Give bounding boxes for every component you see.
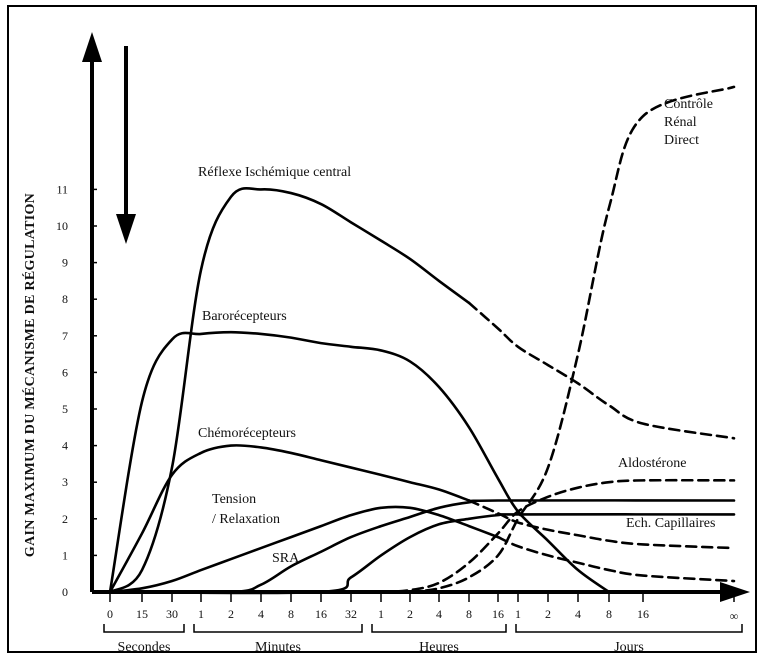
series-5-label: Ech. Capillaires [626,516,715,531]
label-layer: Réflexe Ischémique central Barorécepteurs… [198,97,715,566]
series-1-label: Barorécepteurs [202,309,287,324]
y-tick-label: 9 [62,256,68,270]
x-axis-arrowhead [720,582,750,602]
y-tick-label: 4 [62,439,68,453]
x-tick-label: 16 [492,607,504,621]
x-group-bracket [515,624,743,633]
x-tick-label: 2 [545,607,551,621]
y-tick-label: 6 [62,365,68,379]
series-7-label: Direct [664,133,699,148]
series-3-line-dashed [496,535,736,583]
x-tick-label: 1 [515,607,521,621]
y-tick-label: 5 [62,402,68,416]
series-4-label: SRA [272,551,300,566]
y-tick-label: 11 [56,182,68,196]
x-group-label: Jours [614,640,644,655]
x-group-bracket [193,624,363,633]
y-tick-label: 10 [56,219,68,233]
y-tick-label: 8 [62,292,68,306]
y-tick-label: 0 [62,585,68,599]
series-2-line-solid [108,444,471,594]
x-tick-label: 1 [378,607,384,621]
series-3-label: Tension [212,492,256,507]
x-group-label: Heures [419,640,459,655]
down-arrow-head [116,214,136,244]
series-4-line [108,499,736,594]
x-tick-label: 32 [345,607,357,621]
y-axis-title: GAIN MAXIMUM DU MÉCANISME DE RÉGULATION [21,193,38,557]
x-tick-label: 4 [258,607,264,621]
series-7-label: Contrôle [664,97,713,112]
x-group-label: Secondes [118,640,171,655]
x-group-bracket [103,624,185,633]
series-3-line-solid [108,505,500,594]
x-tick-label: 0 [107,607,113,621]
x-tick-label: ∞ [730,609,739,623]
series-7-line [408,85,736,594]
x-group-bracket [371,624,507,633]
x-tick-label: 8 [288,607,294,621]
y-tick-label: 7 [62,329,68,343]
series-3-label: / Relaxation [212,512,280,527]
x-tick-label: 15 [136,607,148,621]
y-tick-label: 1 [62,548,68,562]
x-tick-label: 2 [228,607,234,621]
y-axis-arrowhead [82,32,102,62]
x-tick-label: 16 [315,607,327,621]
series-6-label: Aldostérone [618,456,686,471]
x-tick-label: 8 [606,607,612,621]
x-tick-label: 4 [575,607,581,621]
series-0-label: Réflexe Ischémique central [198,165,351,180]
x-tick-label: 2 [407,607,413,621]
series-layer [108,85,736,595]
series-0-line-dashed [467,301,736,440]
x-tick-label: 16 [637,607,649,621]
y-tick-label: 3 [62,475,68,489]
series-7-label: Rénal [664,115,697,130]
x-group-label: Minutes [255,640,301,655]
x-tick-label: 8 [466,607,472,621]
tick-layer: 0 1 2 3 4 5 6 7 8 9 10 11 0 15 30 1 2 4 8 16 32 1 2 4 8 16 1 2 4 8 16 ∞… [56,182,743,655]
x-tick-label: 30 [166,607,178,621]
series-2-label: Chémorécepteurs [198,426,296,441]
x-tick-label: 1 [198,607,204,621]
y-tick-label: 2 [62,512,68,526]
x-tick-label: 4 [436,607,442,621]
series-6-line [379,478,736,594]
series-0-line-solid [108,186,471,594]
